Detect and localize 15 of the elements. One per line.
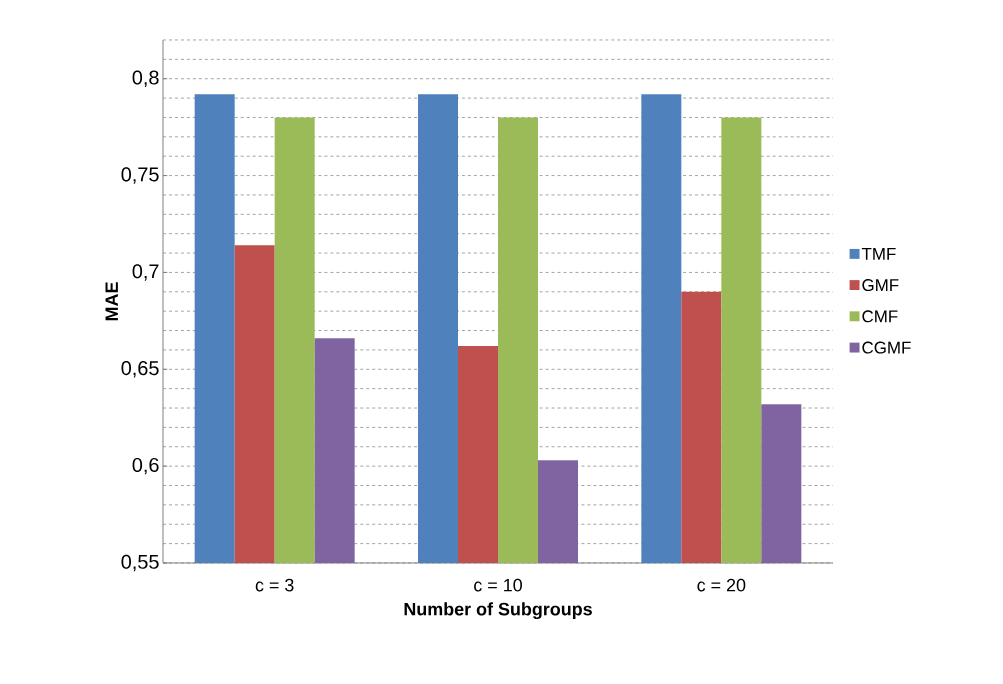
x-tick-label: c = 10 xyxy=(474,578,522,592)
y-tick-label: 0,75 xyxy=(121,167,159,184)
y-tick-label: 0,6 xyxy=(132,457,159,475)
legend-label: GMF xyxy=(862,279,899,292)
x-axis-title: Number of Subgroups xyxy=(404,602,592,620)
y-tick-label: 0,7 xyxy=(132,264,159,281)
x-tick-label: c = 3 xyxy=(255,578,294,592)
y-tick-label: 0,55 xyxy=(121,554,159,572)
y-tick-label: 0,8 xyxy=(132,70,159,87)
legend-label: CGMF xyxy=(862,341,911,354)
x-tick-label: c = 20 xyxy=(697,578,746,592)
legend-label: TMF xyxy=(861,248,896,260)
y-axis-title: MAE xyxy=(105,282,118,321)
legend-label: CMF xyxy=(862,310,898,323)
y-tick-label: 0,65 xyxy=(121,361,159,378)
